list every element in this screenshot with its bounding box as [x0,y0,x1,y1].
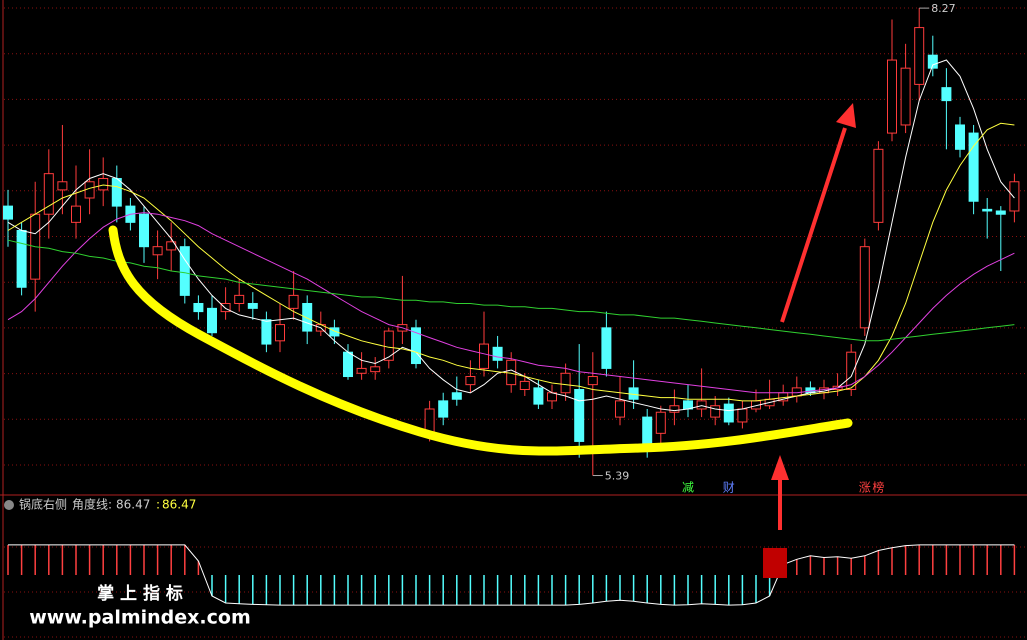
candle-body [519,380,530,391]
moving-average-line [7,212,1015,394]
candle-body [111,178,122,207]
candle-body [370,366,381,373]
indicator-value2-label: : [156,498,160,512]
candle-body [302,302,313,332]
max-label: 8.27 [931,2,956,15]
candle-body [275,324,285,342]
indicator-icon[interactable] [4,500,14,510]
candle-body [465,376,476,386]
candle-body [601,327,612,369]
candle-body [533,387,544,405]
candle-body [343,351,353,378]
candle-body [927,54,938,69]
candle-body [846,351,857,391]
candle-body [71,205,81,223]
candle-body [451,392,462,400]
candle-body [492,346,503,361]
arrow-up [771,455,789,530]
candle-body [968,132,979,202]
candle-body [288,294,299,309]
candle-body [479,343,489,369]
candle-body [710,405,721,418]
arrow-up-right [780,103,856,323]
candle-body [900,67,911,126]
candle-body [642,416,653,446]
candle-body [57,181,68,191]
candle-body [234,294,245,304]
candle-body [139,213,149,248]
indicator-value: 86.47 [116,498,150,512]
candle-body [247,302,258,309]
candle-body [329,327,340,337]
candle-body [411,327,421,365]
candle-body [982,208,993,212]
candle-body [887,59,897,134]
moving-average-line [7,122,1015,402]
event-marker: 榜 [872,480,884,495]
candle-body [615,400,625,418]
candle-body [574,389,585,442]
watermark-url: www.palmindex.com [29,607,251,629]
candle-body [383,330,394,361]
indicator-value2: 86.47 [162,498,196,512]
candle-body [152,246,163,256]
candle-body [737,408,748,423]
candle-body [16,229,27,288]
candle-body [179,246,190,296]
candle-body [955,124,965,150]
signal-highlight [763,548,787,578]
candle-body [914,27,925,85]
candle-body [3,205,13,220]
candle-body [356,367,367,374]
candle-body [723,403,734,423]
event-marker: 财 [723,481,735,495]
candle-body [587,376,598,386]
hand-drawn-curve [108,225,853,456]
candle-body [655,411,666,434]
candle-body [696,400,707,410]
min-label: 5.39 [605,470,630,483]
candle-body [1009,181,1020,212]
indicator-title: 锅底右侧 [19,497,67,512]
moving-average-line [7,59,1015,412]
indicator-line [8,544,1015,606]
candle-body [207,307,217,334]
candle-body [193,302,204,313]
candle-body [669,405,680,413]
candle-body [995,210,1006,215]
watermark-title: 掌 上 指 标 [97,583,183,604]
candle-body [43,173,54,215]
moving-average-line [7,239,1015,342]
indicator-line-label: 角度线: [72,497,112,512]
candle-body [941,87,952,102]
candle-body [220,302,231,313]
event-marker: 减 [682,481,694,495]
candle-body [261,319,272,345]
candle-body [438,400,449,418]
event-marker: 涨 [859,480,871,495]
candle-body [873,148,884,223]
candle-body [560,372,571,394]
candle-body [98,178,109,191]
candle-body [859,246,870,329]
